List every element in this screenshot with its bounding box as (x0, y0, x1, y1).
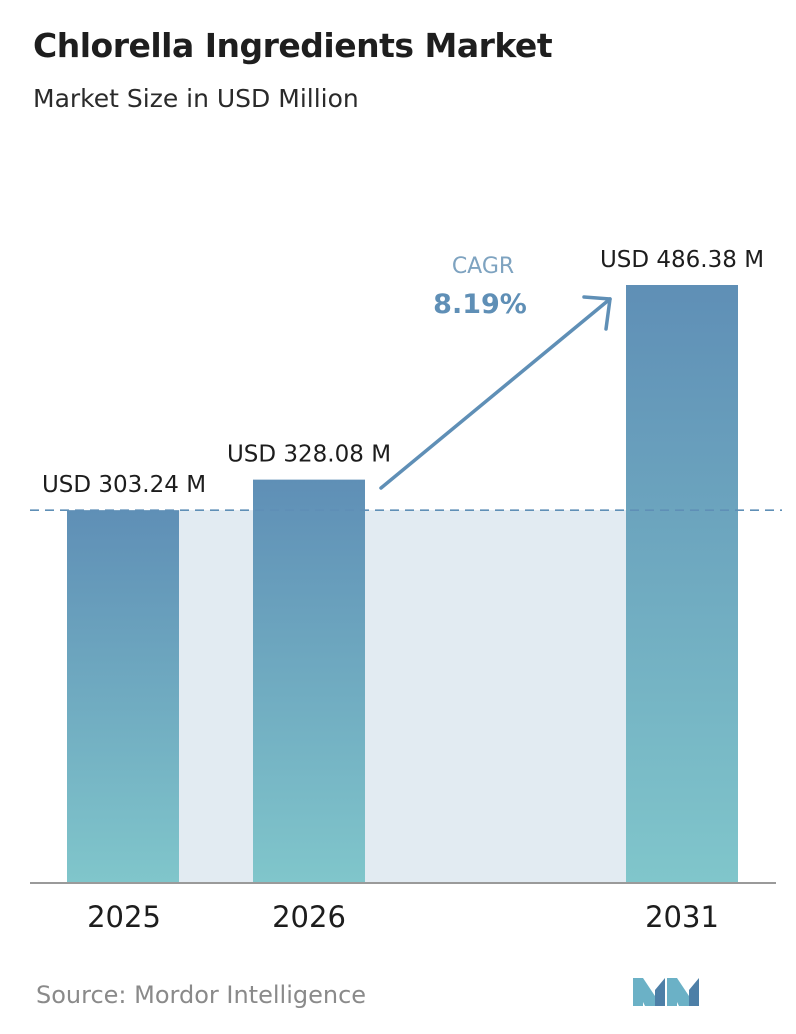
cagr-arrow (379, 297, 612, 490)
label-layer: USD 303.24 M USD 328.08 M USD 486.38 M (42, 247, 764, 498)
chart-title: Chlorella Ingredients Market (33, 26, 553, 65)
chart-subtitle: Market Size in USD Million (33, 84, 359, 113)
bar-chart: USD 303.24 M USD 328.08 M USD 486.38 M 202… (30, 247, 782, 934)
bar-2026 (253, 479, 365, 883)
bar-layer (67, 285, 738, 883)
x-tick-label-2031: 2031 (645, 900, 719, 934)
x-tick-label-2026: 2026 (272, 900, 346, 934)
cagr-label: CAGR (452, 254, 514, 279)
mordor-intelligence-logo-icon (633, 978, 699, 1006)
value-label-2026: USD 328.08 M (227, 442, 391, 468)
value-label-2031: USD 486.38 M (600, 247, 764, 273)
bar-2025 (67, 510, 179, 883)
value-label-2025: USD 303.24 M (42, 472, 206, 498)
bar-2031 (626, 285, 738, 883)
source-note: Source: Mordor Intelligence (36, 981, 367, 1009)
cagr-value: 8.19% (433, 289, 527, 320)
cagr-arrow-head-icon (582, 295, 612, 331)
x-tick-label-2025: 2025 (87, 900, 161, 934)
tick-layer: 2025 2026 2031 (87, 900, 719, 934)
